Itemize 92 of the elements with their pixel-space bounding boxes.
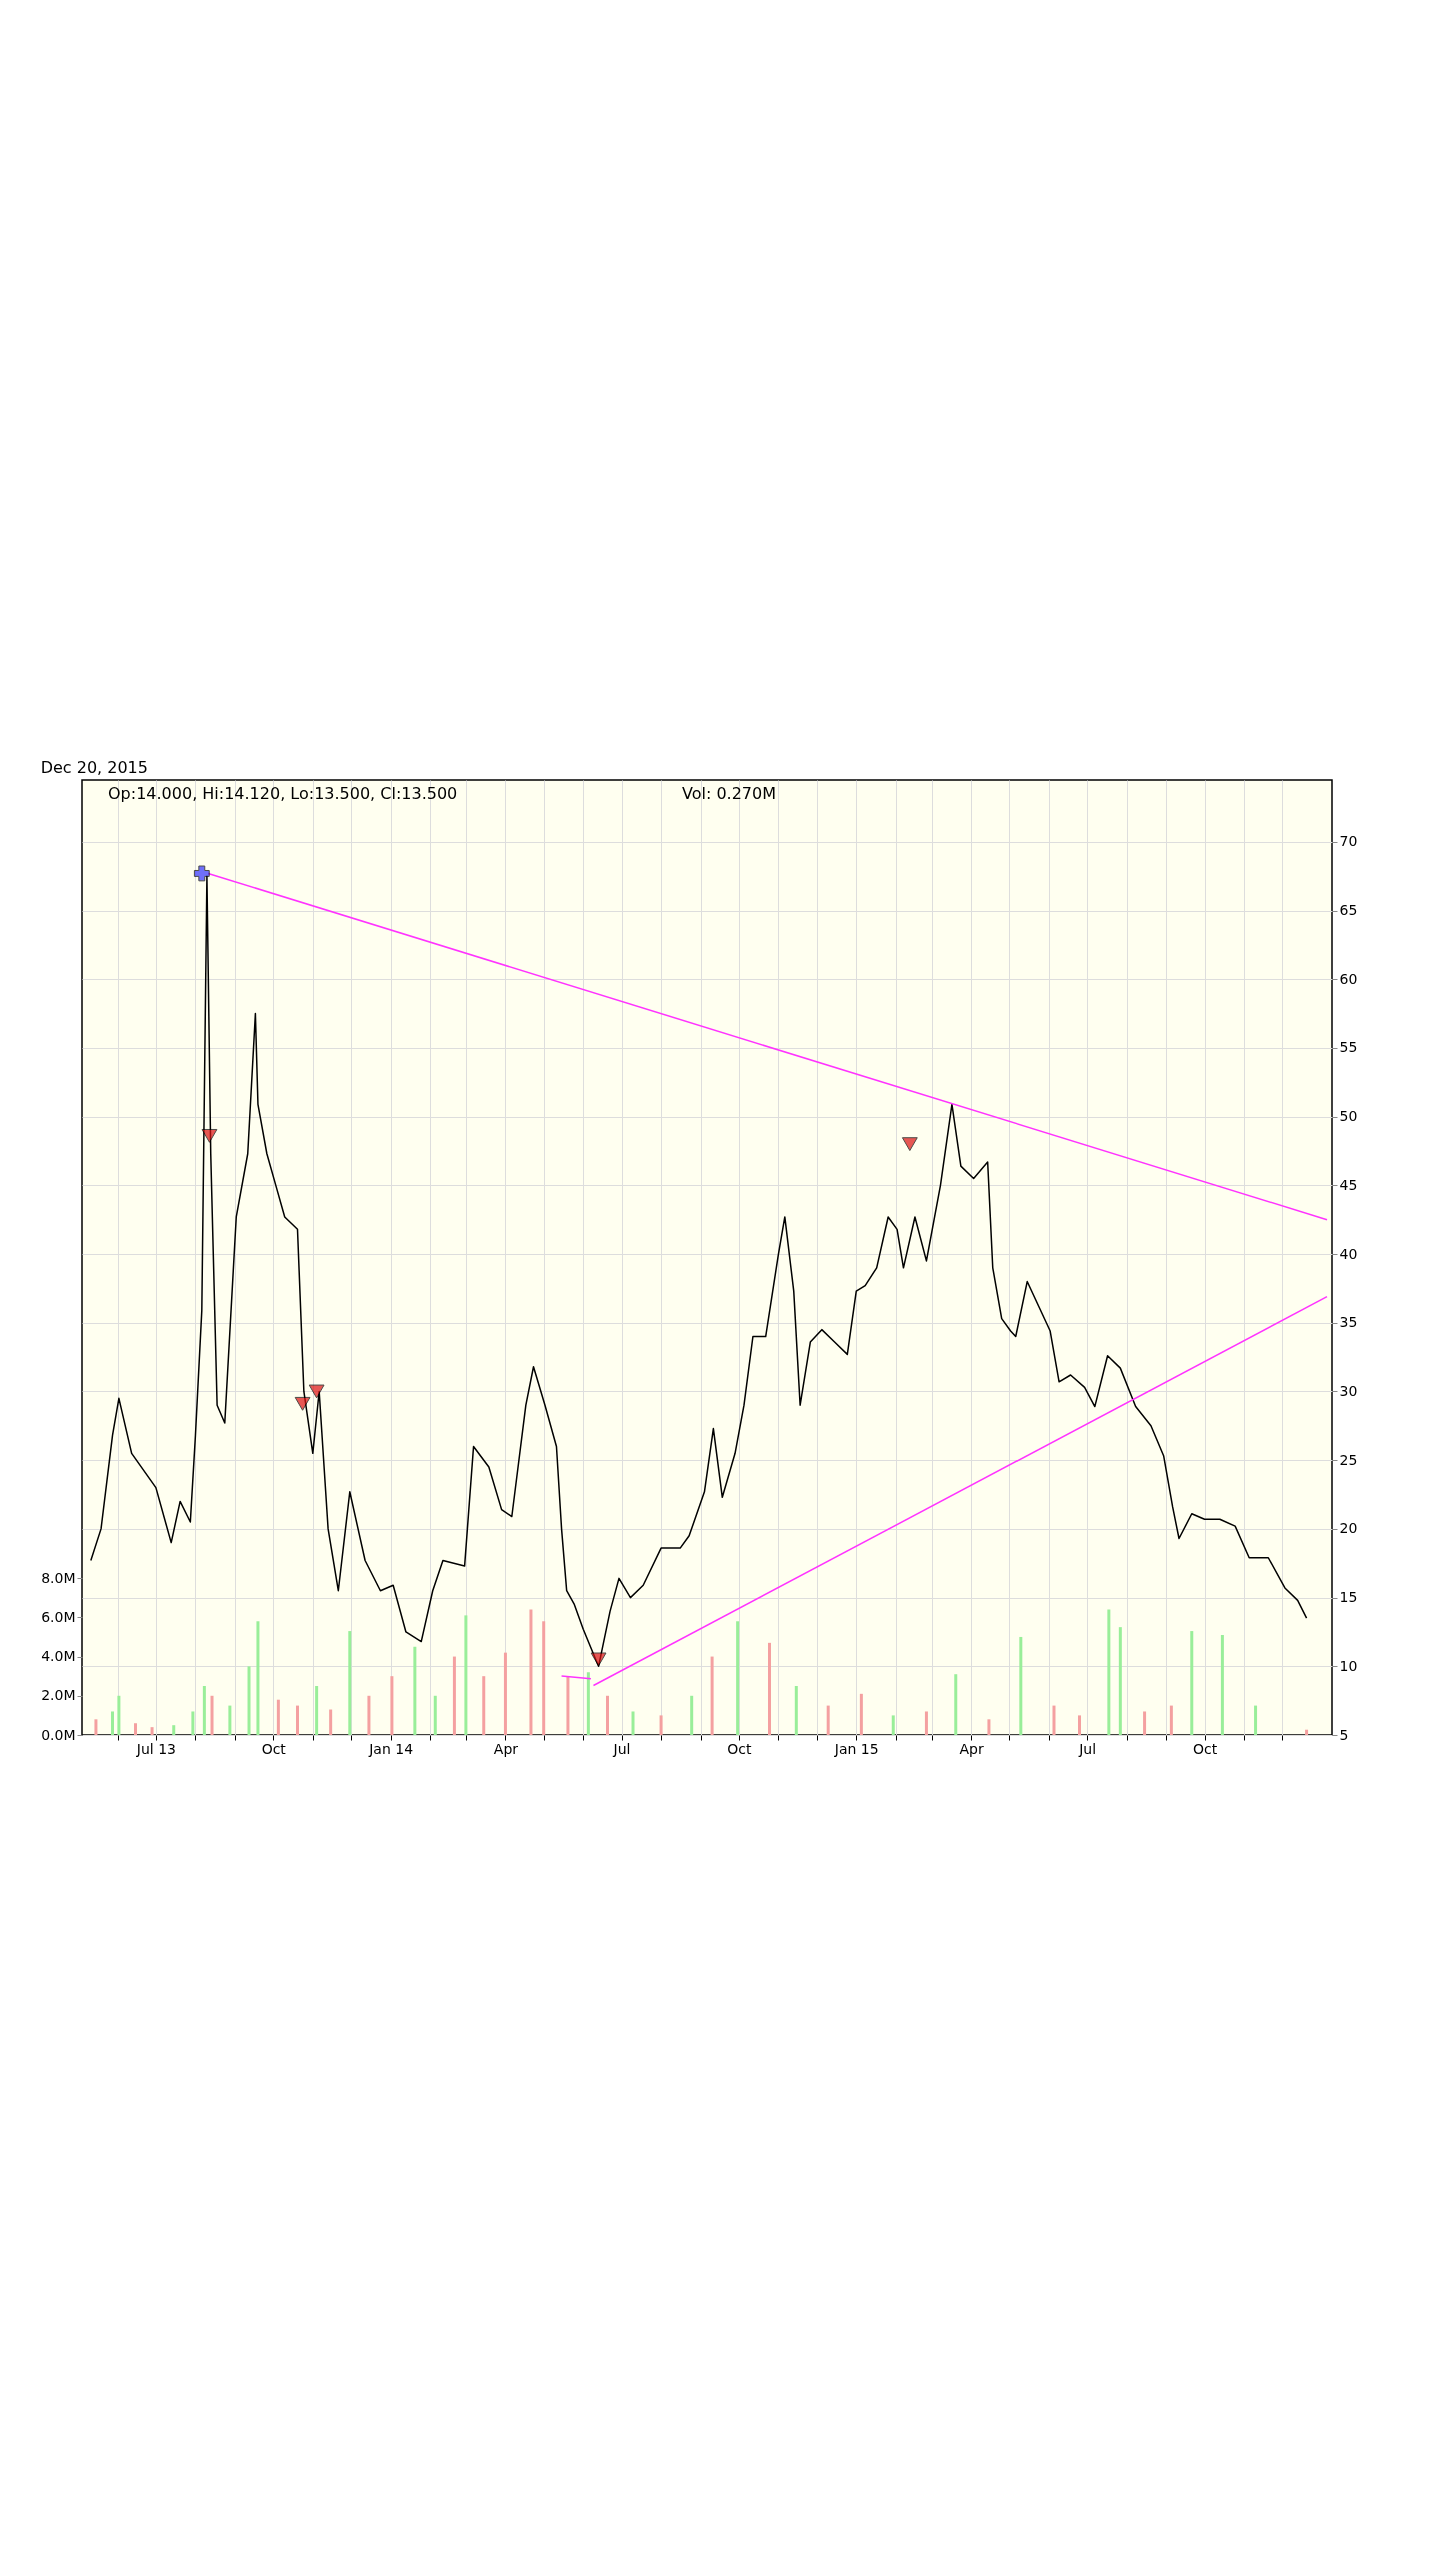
bar [276,1699,280,1735]
bar [542,1621,546,1735]
x-tick-label: Jan 15 [833,1740,879,1757]
y-tick-label: 65 [1339,902,1358,919]
bar [117,1695,121,1735]
bar [1052,1705,1056,1735]
bar [247,1666,251,1735]
x-tick-label: Jul [612,1740,631,1757]
bar [202,1685,206,1735]
y-tick-label: 30 [1339,1382,1358,1399]
x-tick-label: Jul [1078,1740,1097,1757]
y-tick-label: 45 [1339,1176,1358,1193]
bar [1190,1631,1194,1735]
bar [390,1676,394,1735]
bar [987,1719,991,1735]
y-tick-label: 60 [1339,970,1358,987]
bar [228,1705,232,1735]
x-tick-label: Oct [1192,1740,1218,1757]
bar [768,1642,772,1735]
bar [566,1676,570,1735]
bar [348,1631,352,1735]
bar [1019,1636,1023,1735]
y-tick-label: 20 [1339,1520,1358,1537]
bar [133,1723,137,1735]
bar [329,1709,333,1735]
point [201,1128,218,1143]
bar [452,1656,456,1735]
y2-tick-label: 8.0M [41,1569,76,1586]
annotation: Vol: 0.270M [682,784,777,803]
bar [605,1695,609,1735]
y-tick-label: 35 [1339,1314,1358,1331]
bar [710,1656,714,1735]
bar [150,1727,154,1735]
bar [891,1715,895,1735]
y-tick-label: 5 [1339,1726,1349,1743]
y-tick-label: 70 [1339,833,1358,850]
chart-subtitle: Dec 20, 2015 [40,758,148,777]
bar [1118,1627,1122,1735]
bar [1254,1705,1258,1735]
point [294,1396,311,1411]
bar [924,1711,928,1735]
bar [736,1621,740,1735]
bar [191,1711,195,1735]
bar [256,1621,260,1735]
bar [859,1693,863,1735]
x-tick-label: Oct [261,1740,287,1757]
bar [954,1674,958,1735]
annotation: Op:14.000, Hi:14.120, Lo:13.500, Cl:13.500 [108,784,458,803]
x-tick-label: Jul 13 [135,1740,176,1757]
bar [94,1719,98,1735]
bar [586,1672,590,1735]
x-tick-label: Apr [959,1740,984,1757]
bar [1220,1634,1224,1735]
bar [210,1695,214,1735]
bar [631,1711,635,1735]
bar [794,1685,798,1735]
point [590,1652,607,1667]
point [308,1384,325,1399]
y2-tick-label: 6.0M [41,1608,76,1625]
y2-tick-label: 0.0M [41,1726,76,1743]
bar [1107,1609,1111,1735]
bar [172,1725,176,1735]
y-tick-label: 10 [1339,1657,1358,1674]
bar [529,1609,533,1735]
y-tick-label: 40 [1339,1245,1358,1262]
y-tick-label: 50 [1339,1108,1358,1125]
bar [111,1711,115,1735]
y2-tick-label: 2.0M [41,1687,76,1704]
point [901,1137,918,1152]
bar [433,1695,437,1735]
bar [1169,1705,1173,1735]
bar [295,1705,299,1735]
bar [413,1646,417,1735]
x-tick-label: Jan 14 [368,1740,414,1757]
y-tick-label: 15 [1339,1589,1358,1606]
bar [464,1615,468,1735]
bar [826,1705,830,1735]
x-tick-label: Apr [493,1740,519,1757]
bar [1143,1711,1147,1735]
bar [1305,1729,1309,1735]
point [193,865,210,882]
bar [367,1695,371,1735]
x-tick-label: Oct [727,1740,752,1757]
y-tick-label: 55 [1339,1039,1358,1056]
bar [1078,1715,1082,1735]
bar [690,1695,694,1735]
bar [503,1652,507,1735]
bar [482,1676,486,1735]
y-tick-label: 25 [1339,1451,1358,1468]
y2-tick-label: 4.0M [41,1648,76,1665]
bar [659,1715,663,1735]
bar [315,1685,319,1735]
